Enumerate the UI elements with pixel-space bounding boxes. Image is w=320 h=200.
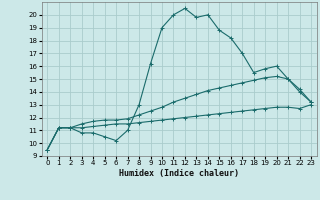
X-axis label: Humidex (Indice chaleur): Humidex (Indice chaleur) (119, 169, 239, 178)
